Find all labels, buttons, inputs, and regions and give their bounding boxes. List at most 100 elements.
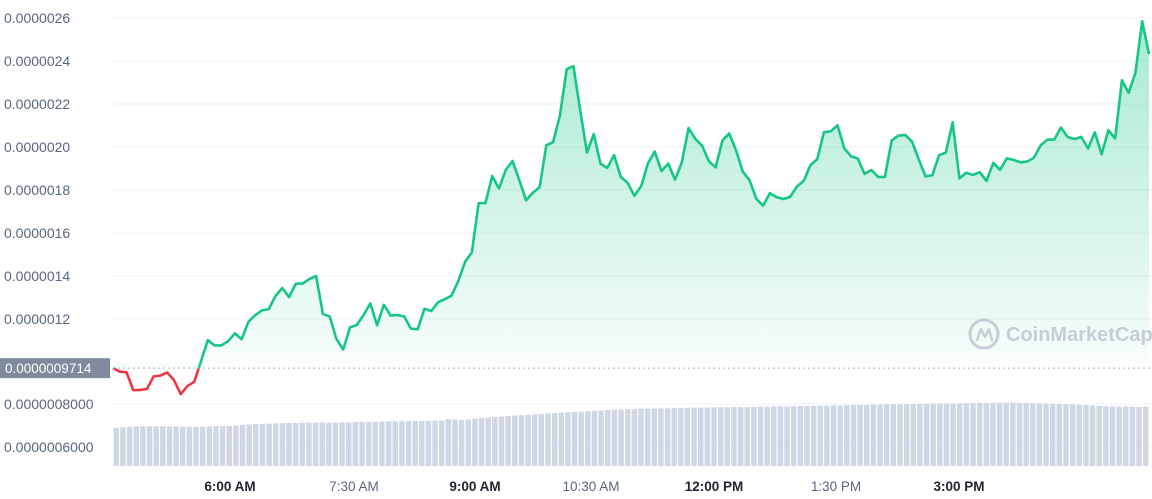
volume-bar xyxy=(844,405,850,466)
volume-bar xyxy=(930,403,936,466)
volume-bar xyxy=(465,419,472,466)
volume-bar xyxy=(996,402,1003,466)
volume-bar xyxy=(744,407,750,466)
volume-bar xyxy=(631,408,638,466)
volume-bar xyxy=(199,426,206,466)
volume-bar xyxy=(797,406,804,466)
volume-bar xyxy=(644,408,651,466)
volume-bar xyxy=(213,426,219,466)
x-tick-label: 9:00 AM xyxy=(449,479,500,494)
volume-bar xyxy=(551,413,558,466)
volume-bar xyxy=(259,423,266,466)
volume-bar xyxy=(186,426,193,466)
volume-bar xyxy=(452,419,458,466)
volume-bar xyxy=(830,405,837,466)
volume-bar xyxy=(757,406,764,466)
volume-bar xyxy=(923,403,930,466)
volume-bar xyxy=(392,421,398,466)
y-tick-label: 0.0000006000 xyxy=(4,439,94,455)
volume-bar xyxy=(1043,403,1049,466)
volume-bar xyxy=(684,407,691,466)
y-axis-ticks: 0.0000006000 0.0000008000 0.0000012 0.00000… xyxy=(4,10,94,455)
volume-bar xyxy=(558,412,564,466)
volume-bar xyxy=(1010,402,1016,466)
volume-bar xyxy=(664,408,671,466)
volume-bar xyxy=(133,426,139,466)
volume-bar xyxy=(1142,406,1149,466)
volume-bar xyxy=(372,421,379,466)
volume-bar xyxy=(883,404,890,466)
x-tick-label: 7:30 AM xyxy=(329,479,379,494)
volume-bar xyxy=(691,407,697,466)
volume-bar xyxy=(538,413,545,466)
x-axis-ticks: 6:00 AM 7:30 AM 9:00 AM 10:30 AM 12:00 PM 1:3… xyxy=(204,479,984,494)
volume-bar xyxy=(678,407,684,466)
volume-bar xyxy=(1096,405,1102,466)
volume-bar xyxy=(658,408,664,466)
volume-bar xyxy=(897,404,903,466)
volume-bar xyxy=(512,415,518,466)
volume-bar xyxy=(624,409,631,466)
y-tick-label: 0.0000008000 xyxy=(4,396,94,412)
volume-bar xyxy=(140,426,146,466)
y-tick-label: 0.0000026 xyxy=(4,10,70,26)
volume-bar xyxy=(166,426,173,466)
volume-bar xyxy=(943,403,950,466)
volume-bar xyxy=(1083,405,1089,466)
volume-bar xyxy=(113,427,120,466)
volume-bar xyxy=(525,414,531,466)
volume-bar xyxy=(711,407,717,466)
volume-bar xyxy=(850,405,857,466)
volume-bar xyxy=(399,421,405,466)
volume-bar xyxy=(299,422,305,466)
volume-bar xyxy=(976,402,983,466)
price-line xyxy=(112,19,1151,396)
volume-bar xyxy=(346,422,352,466)
volume-bar xyxy=(1030,403,1036,466)
volume-bar xyxy=(339,422,345,466)
volume-bar xyxy=(272,423,279,466)
volume-bar xyxy=(485,417,491,466)
volume-bar xyxy=(950,403,956,466)
volume-bar xyxy=(790,406,797,466)
volume-bar xyxy=(724,407,731,466)
volume-bar xyxy=(531,414,538,466)
volume-bar xyxy=(817,405,823,466)
volume-bar xyxy=(737,407,744,466)
x-tick-label: 1:30 PM xyxy=(811,479,861,494)
volume-bar xyxy=(385,421,392,466)
volume-bar xyxy=(1003,402,1009,466)
volume-bar xyxy=(890,404,897,466)
volume-bar xyxy=(1123,406,1129,466)
volume-bar xyxy=(591,410,598,466)
volume-bar xyxy=(319,422,325,466)
volume-bar xyxy=(439,420,445,466)
coinmarketcap-logo-icon xyxy=(968,318,1000,350)
price-area-fill xyxy=(113,21,1149,369)
volume-bar xyxy=(226,425,232,466)
volume-bar xyxy=(246,424,252,466)
volume-bar xyxy=(306,422,312,466)
volume-bar xyxy=(445,419,452,466)
volume-bar xyxy=(651,408,657,466)
volume-bar xyxy=(1103,406,1109,466)
volume-bar xyxy=(751,406,757,466)
volume-bar xyxy=(824,405,830,466)
volume-bar xyxy=(585,411,591,466)
volume-bar xyxy=(425,420,432,466)
volume-bar xyxy=(1016,402,1023,466)
y-tick-label: 0.0000014 xyxy=(4,268,70,284)
volume-bar xyxy=(160,426,166,466)
volume-bar xyxy=(153,426,159,466)
volume-bar xyxy=(332,422,339,466)
volume-bar xyxy=(1089,405,1096,466)
volume-bar xyxy=(565,412,571,466)
volume-bar xyxy=(292,422,299,466)
volume-bar xyxy=(777,406,784,466)
x-tick-label: 10:30 AM xyxy=(562,479,619,494)
volume-bar xyxy=(990,402,996,466)
volume-bar xyxy=(605,410,611,466)
volume-bar xyxy=(219,425,226,466)
volume-bar xyxy=(917,403,923,466)
